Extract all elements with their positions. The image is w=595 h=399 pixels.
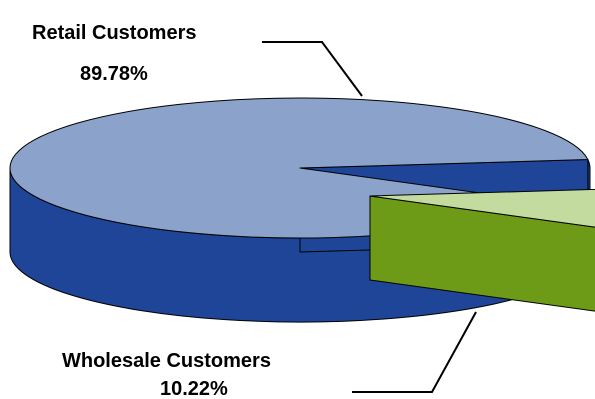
leader-line-wholesale	[352, 311, 477, 393]
label-retail-value: 89.78%	[80, 63, 148, 85]
pie-slice-wholesale-top	[369, 188, 595, 228]
label-retail-name: Retail Customers	[32, 22, 197, 44]
label-wholesale-value: 10.22%	[160, 378, 228, 399]
label-wholesale-name: Wholesale Customers	[62, 350, 271, 372]
leader-line-retail	[262, 41, 363, 97]
